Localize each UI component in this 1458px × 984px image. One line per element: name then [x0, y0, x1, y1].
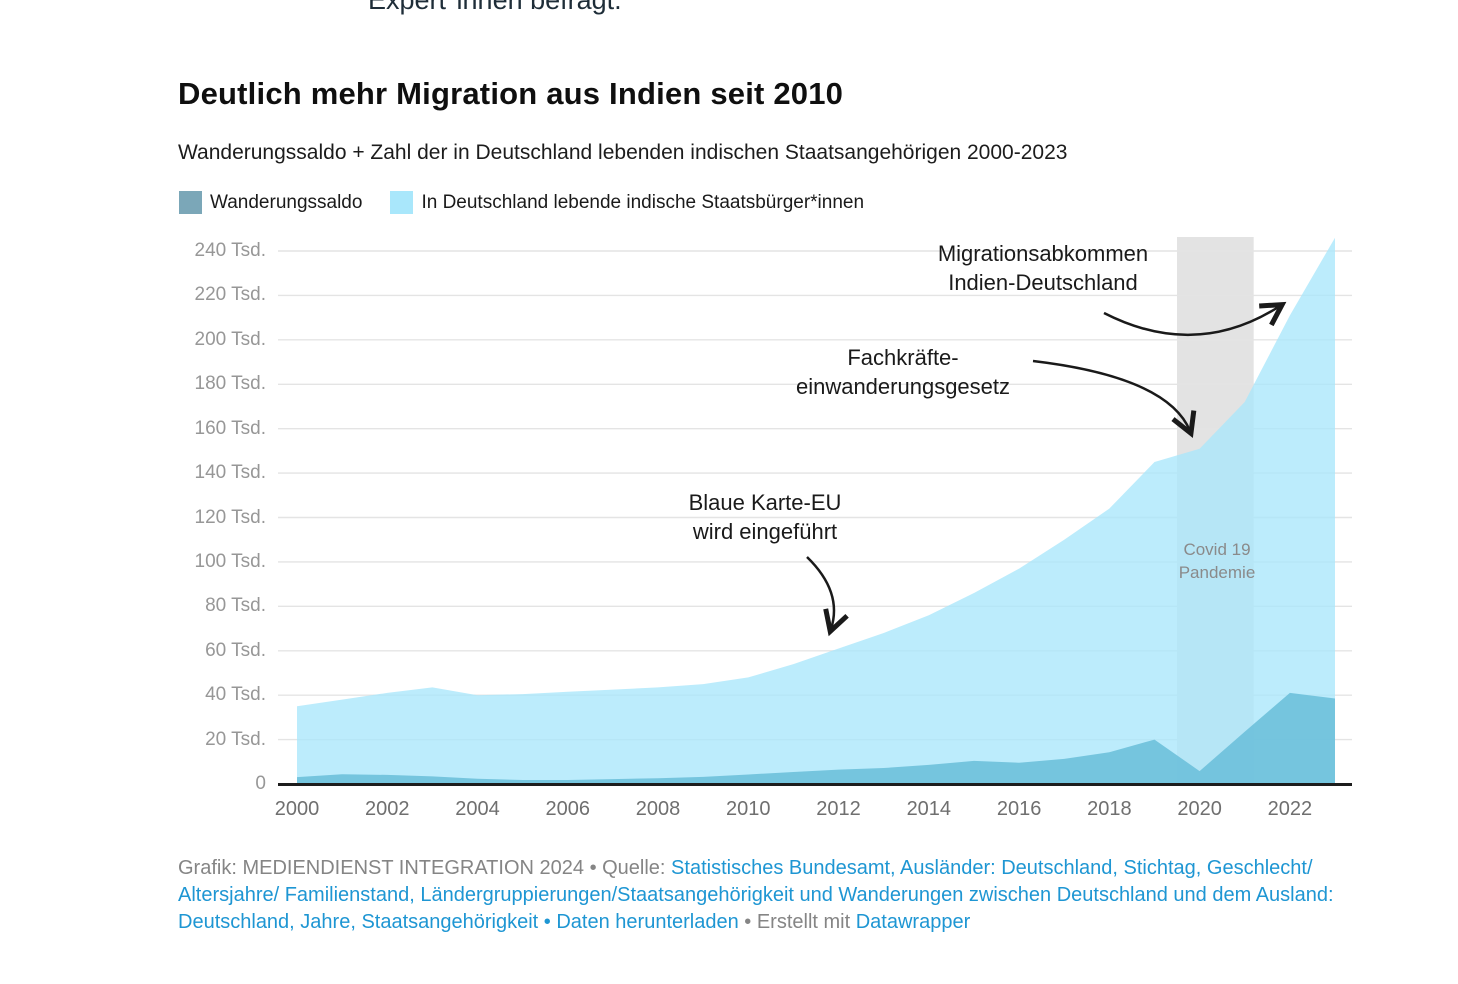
plot-area: [278, 237, 1352, 786]
x-axis-tick-label: 2016: [996, 798, 1042, 820]
annotation-arrow-blaue-karte: [806, 556, 849, 637]
x-axis-tick-label: 2000: [274, 798, 320, 820]
footer-text: Grafik: MEDIENDIENST INTEGRATION 2024 • …: [178, 857, 672, 879]
x-axis-tick-label: 2012: [816, 798, 861, 820]
footer-text: •: [538, 911, 557, 933]
legend-swatch-icon: [390, 191, 414, 214]
y-axis-tick-label: 140 Tsd.: [194, 462, 266, 484]
legend-item-0: Wanderungssaldo: [179, 191, 362, 214]
footer-link[interactable]: Datawrapper: [855, 911, 971, 933]
y-axis-tick-label: 0: [255, 773, 266, 794]
y-axis-tick-label: 40 Tsd.: [205, 684, 266, 706]
covid-band-label: Covid 19 Pandemie: [1178, 540, 1256, 582]
annotation-arrow-migrationsabkommen: [1103, 301, 1287, 336]
legend: Wanderungssaldo In Deutschland lebende in…: [179, 191, 864, 214]
x-axis-tick-label: 2014: [906, 798, 952, 820]
legend-item-1: In Deutschland lebende indische Staatsbü…: [390, 191, 864, 214]
footer-link[interactable]: Statistisches Bundesamt, Ausländer: Deut…: [178, 857, 1334, 933]
x-axis-tick-label: 2008: [635, 798, 681, 820]
x-axis-tick-label: 2004: [455, 798, 500, 820]
x-axis-tick-label: 2020: [1177, 798, 1222, 820]
footer-text: • Erstellt mit: [738, 911, 856, 933]
x-axis-tick-label: 2002: [365, 798, 410, 820]
footer-link[interactable]: Daten herunterladen: [556, 911, 739, 933]
annotation-arrow-fachkraefte: [1032, 359, 1197, 439]
legend-label: In Deutschland lebende indische Staatsbü…: [421, 191, 865, 213]
y-axis-tick-label: 60 Tsd.: [205, 639, 266, 661]
y-axis-tick-label: 220 Tsd.: [194, 284, 266, 306]
y-axis-tick-label: 160 Tsd.: [194, 417, 266, 439]
annotation-fachkraefte: Fachkräfte- einwanderungsgesetz: [795, 345, 1011, 399]
y-axis-tick-label: 20 Tsd.: [205, 728, 266, 750]
footer-attribution: Grafik: MEDIENDIENST INTEGRATION 2024 • …: [178, 855, 1354, 936]
x-axis-tick-label: 2018: [1087, 798, 1132, 820]
y-axis-tick-label: 240 Tsd.: [194, 240, 266, 261]
legend-label: Wanderungssaldo: [210, 191, 363, 213]
cropped-heading-text: Expert*innen befragt.: [368, 0, 622, 15]
chart-subtitle: Wanderungssaldo + Zahl der in Deutschlan…: [178, 141, 1068, 164]
legend-swatch-icon: [179, 191, 202, 214]
y-axis-tick-label: 200 Tsd.: [194, 328, 266, 350]
annotation-blaue-karte: Blaue Karte-EU wird eingeführt: [688, 490, 842, 544]
y-axis-tick-label: 100 Tsd.: [194, 550, 266, 572]
y-axis-tick-label: 120 Tsd.: [194, 506, 266, 528]
area-bestand: [297, 237, 1335, 784]
x-axis-tick-label: 2022: [1267, 798, 1313, 820]
annotation-migrationsabkommen: Migrationsabkommen Indien-Deutschland: [937, 241, 1149, 295]
y-axis-tick-label: 80 Tsd.: [205, 595, 266, 617]
x-axis-tick-label: 2006: [545, 798, 591, 820]
chart-title: Deutlich mehr Migration aus Indien seit …: [178, 76, 844, 111]
area-wanderungssaldo: [297, 692, 1335, 784]
x-axis-tick-label: 2010: [726, 798, 771, 820]
y-axis-tick-label: 180 Tsd.: [194, 373, 266, 395]
